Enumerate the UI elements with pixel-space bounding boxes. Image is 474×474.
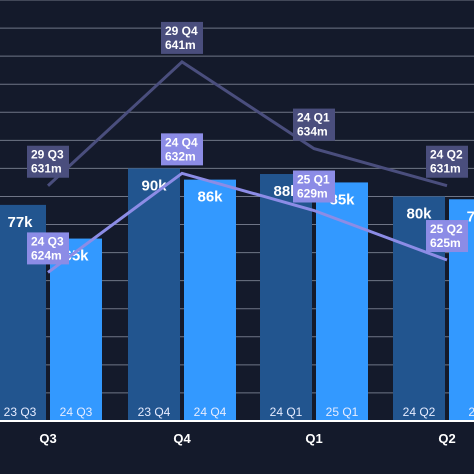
bar <box>260 174 312 421</box>
line-series-path <box>46 60 448 188</box>
bar-period-label: 23 Q4 <box>138 405 171 419</box>
line-series <box>46 60 448 274</box>
callout-box <box>161 21 203 54</box>
bar-period-label: 23 Q3 <box>4 405 37 419</box>
bar-value-label: 85k <box>329 191 355 208</box>
callout-period: 29 Q4 <box>165 24 198 38</box>
bar-value-label: 77k <box>7 214 33 231</box>
x-tick-label: Q2 <box>438 431 455 446</box>
callout-value: 625m <box>430 236 461 250</box>
bar-value-label: 65k <box>63 248 89 265</box>
callout-value: 634m <box>297 125 328 139</box>
bar-period-label: 25 Q1 <box>326 405 359 419</box>
x-tick-label: Q1 <box>305 431 322 446</box>
bar <box>50 238 102 421</box>
bar-period-label: 24 Q3 <box>60 405 93 419</box>
line-series-path <box>47 171 448 274</box>
bar-value-label: 80k <box>406 205 432 222</box>
bar-period-label: 24 Q1 <box>270 405 303 419</box>
callout-period: 24 Q1 <box>297 111 330 125</box>
callout-box <box>293 170 335 203</box>
bar-value-label: 86k <box>197 189 223 206</box>
callout-period: 25 Q2 <box>430 222 463 236</box>
callout-value: 632m <box>165 149 196 163</box>
callout-box <box>161 133 203 166</box>
callout-value: 631m <box>430 162 461 176</box>
bar-period-label: 24 Q4 <box>194 405 227 419</box>
x-axis-ticks: Q3 Q4 Q1 Q2 <box>39 431 455 446</box>
callout-value: 641m <box>165 38 196 52</box>
bar <box>128 168 180 421</box>
callout-value: 624m <box>31 248 62 262</box>
callout-value: 629m <box>297 187 328 201</box>
callout-box <box>426 220 468 253</box>
bar-period-label: 24 Q2 <box>403 405 436 419</box>
callout-period: 29 Q3 <box>31 148 64 162</box>
callout-period: 25 Q1 <box>297 173 330 187</box>
callout-period: 24 Q4 <box>165 135 198 149</box>
callout-period: 24 Q2 <box>430 148 463 162</box>
callout-value: 631m <box>31 162 62 176</box>
bar-value-label: 79 <box>467 208 474 225</box>
callout-period: 24 Q3 <box>31 234 64 248</box>
callout-box <box>293 108 335 141</box>
callout-box <box>426 145 468 178</box>
callout-box <box>27 145 69 178</box>
x-tick-label: Q4 <box>173 431 191 446</box>
callout-box <box>27 232 69 265</box>
bar-period-label: 25 <box>468 405 474 419</box>
bar <box>184 179 236 421</box>
bar <box>316 182 368 421</box>
bar-value-label: 88k <box>273 183 299 200</box>
x-tick-label: Q3 <box>39 431 56 446</box>
